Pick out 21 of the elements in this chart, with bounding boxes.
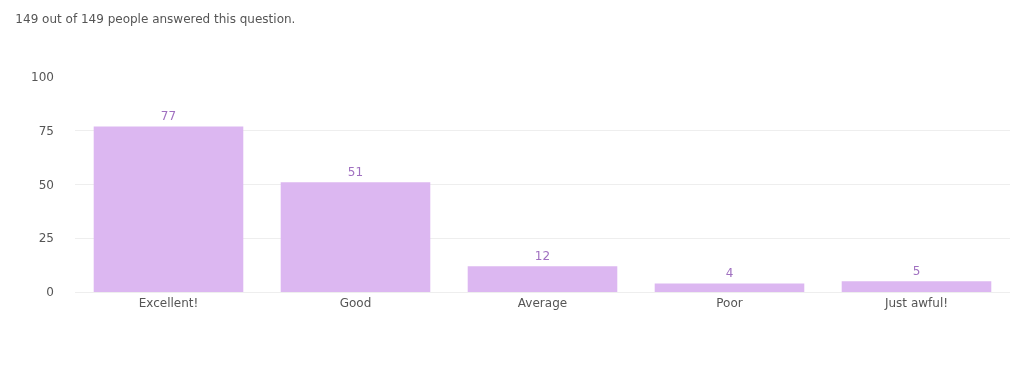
y-tick-label: 100 — [31, 70, 54, 85]
bar — [841, 281, 992, 292]
x-tick-label: Excellent! — [138, 296, 199, 311]
y-tick-label: 0 — [46, 285, 54, 300]
data-label: 51 — [347, 165, 364, 180]
bar — [280, 182, 431, 292]
bar — [654, 283, 805, 292]
bar — [93, 126, 244, 292]
y-tick-label: 75 — [38, 123, 54, 138]
chart-title: 149 out of 149 people answered this question. — [15, 12, 296, 26]
bar — [467, 266, 618, 292]
y-tick-label: 25 — [38, 231, 54, 246]
data-label: 4 — [725, 266, 734, 281]
data-label: 77 — [160, 109, 177, 124]
data-label: 12 — [534, 249, 551, 264]
y-tick-label: 50 — [38, 177, 54, 192]
x-tick-label: Average — [517, 296, 568, 311]
x-tick-label: Good — [339, 296, 372, 311]
x-tick-label: Poor — [716, 296, 743, 311]
data-label: 5 — [912, 264, 921, 279]
x-tick-label: Just awful! — [883, 296, 949, 311]
